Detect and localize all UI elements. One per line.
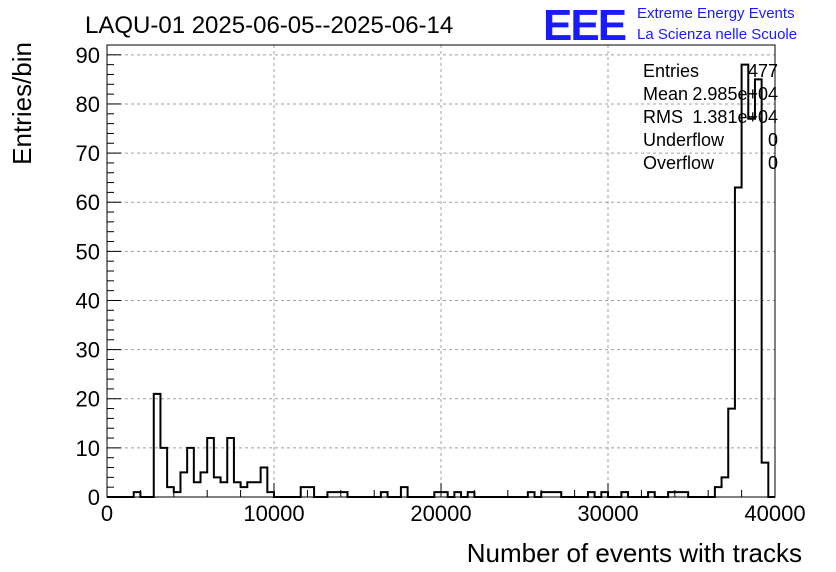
y-tick-label: 40 <box>76 288 100 313</box>
x-tick-label: 10000 <box>243 501 304 526</box>
histogram-bin <box>221 482 228 497</box>
histogram-bin <box>735 187 742 497</box>
histogram-bin <box>227 438 234 497</box>
histogram-bin <box>160 448 167 497</box>
histogram-bin <box>180 472 187 497</box>
histogram-bin <box>187 448 194 497</box>
histogram-bin <box>728 409 735 497</box>
histogram-bin <box>762 463 769 497</box>
histogram-bin <box>241 487 248 497</box>
y-tick-label: 30 <box>76 338 100 363</box>
chart-title: LAQU-01 2025-06-05--2025-06-14 <box>85 12 453 39</box>
stats-value: 0 <box>768 153 778 173</box>
y-axis-ticks: 0 10 20 30 40 50 60 70 80 90 <box>76 43 121 510</box>
histogram-bins <box>107 63 775 498</box>
histogram-bin <box>214 477 221 497</box>
y-tick-label: 60 <box>76 190 100 215</box>
histogram-bin <box>715 487 722 497</box>
y-tick-label: 0 <box>88 485 100 510</box>
logo-line-1: Extreme Energy Events <box>637 5 795 22</box>
x-axis-label: Number of events with tracks <box>467 538 802 568</box>
stats-value: 1.381e+04 <box>692 107 778 127</box>
histogram-bin <box>194 482 201 497</box>
stats-value: 0 <box>768 130 778 150</box>
logo-letters: EEE <box>543 1 626 50</box>
stats-label: Entries <box>643 61 699 81</box>
y-tick-label: 50 <box>76 239 100 264</box>
histogram-bin <box>742 65 749 497</box>
stats-label: Overflow <box>643 153 715 173</box>
y-axis-label: Entries/bin <box>7 42 37 165</box>
stats-box: Entries 477 Mean 2.985e+04 RMS 1.381e+04 Under… <box>643 61 778 173</box>
histogram-bin <box>301 487 308 497</box>
histogram-bin <box>207 438 214 497</box>
x-tick-label: 30000 <box>577 501 638 526</box>
stats-label: Underflow <box>643 130 725 150</box>
x-tick-label: 20000 <box>410 501 471 526</box>
y-tick-label: 70 <box>76 141 100 166</box>
histogram-bin <box>722 477 729 497</box>
stats-label: RMS <box>643 107 683 127</box>
y-tick-label: 20 <box>76 387 100 412</box>
histogram-bin <box>254 482 261 497</box>
x-axis-ticks: 0 10000 20000 30000 40000 <box>101 483 806 526</box>
histogram-bin <box>261 468 268 497</box>
histogram-bin <box>748 119 755 497</box>
histogram-bin <box>167 487 174 497</box>
stats-value: 2.985e+04 <box>692 84 778 104</box>
histogram-bin <box>234 482 241 497</box>
histogram-bin <box>154 394 161 497</box>
histogram-bin <box>307 487 314 497</box>
y-tick-label: 10 <box>76 436 100 461</box>
histogram-bin <box>247 482 254 497</box>
x-tick-label: 40000 <box>744 501 805 526</box>
histogram-outline <box>107 63 775 498</box>
histogram-bin <box>401 487 408 497</box>
stats-label: Mean <box>643 84 688 104</box>
histogram-bin <box>755 79 762 497</box>
y-tick-label: 80 <box>76 92 100 117</box>
x-tick-label: 0 <box>101 501 113 526</box>
eee-logo: EEE Extreme Energy Events La Scienza nel… <box>543 1 797 50</box>
histogram-bin <box>201 472 208 497</box>
stats-value: 477 <box>748 61 778 81</box>
logo-line-2: La Scienza nelle Scuole <box>637 26 797 43</box>
y-tick-label: 90 <box>76 43 100 68</box>
